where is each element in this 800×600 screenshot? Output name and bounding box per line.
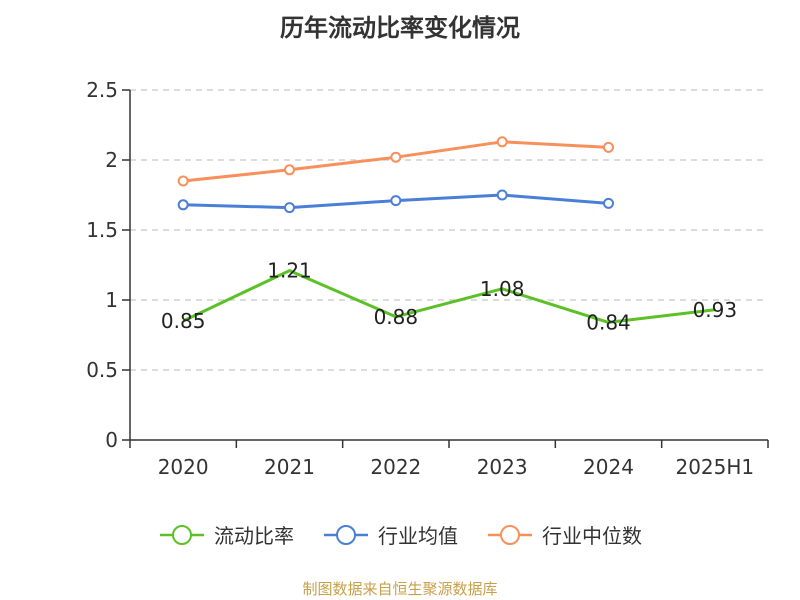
legend-circle: [172, 524, 192, 545]
data-label: 0.84: [586, 310, 631, 334]
y-tick-label: 0: [105, 428, 118, 452]
data-point: [603, 141, 614, 153]
data-point: [390, 195, 402, 207]
data-label: 0.85: [161, 309, 206, 333]
x-tick-label: 2022: [370, 455, 421, 479]
y-tick-label: 1.5: [86, 218, 118, 242]
data-point: [390, 151, 402, 163]
series-line: [182, 269, 716, 324]
data-point: [177, 199, 189, 211]
legend-item[interactable]: 流动比率: [158, 520, 294, 549]
source-note: 制图数据来自恒生聚源数据库: [302, 580, 498, 598]
x-tick-label: 2020: [158, 455, 209, 479]
x-tick-label: 2025H1: [675, 455, 754, 479]
legend-label: 行业均值: [378, 524, 458, 548]
legend-item[interactable]: 行业均值: [322, 520, 458, 549]
data-point: [177, 175, 189, 187]
legend-label: 行业中位数: [542, 524, 642, 548]
data-point: [284, 164, 295, 176]
legend-marker: [324, 524, 368, 545]
y-tick-label: 0.5: [86, 358, 118, 382]
series-group: [177, 136, 716, 324]
data-label: 0.93: [693, 298, 738, 322]
data-label: 1.21: [267, 259, 312, 283]
legend-marker: [160, 524, 204, 545]
x-tick-label: 2023: [477, 455, 528, 479]
legend-circle: [500, 524, 520, 545]
x-tick-label: 2024: [583, 455, 634, 479]
data-point: [496, 189, 508, 201]
y-tick-label: 1: [105, 288, 118, 312]
data-label: 0.88: [374, 305, 419, 329]
y-tick-label: 2: [105, 148, 118, 172]
data-point: [284, 202, 295, 214]
axes: 0 0.5 1 1.5 2 2.5 2020 2021 2022 2023 2024 2025H1: [86, 78, 769, 479]
x-tick-label: 2021: [264, 455, 315, 479]
data-point: [603, 197, 614, 209]
grid-lines: [130, 89, 768, 371]
data-labels: 0.85 1.21 0.88 1.08 0.84 0.93: [161, 259, 737, 335]
legend-item[interactable]: 行业中位数: [486, 520, 642, 549]
legend-circle: [336, 524, 356, 545]
chart-title: 历年流动比率变化情况: [280, 14, 520, 42]
legend-label: 流动比率: [214, 524, 294, 548]
data-label: 1.08: [480, 277, 525, 301]
legend: 流动比率 行业均值 行业中位数: [0, 520, 800, 549]
data-point: [496, 136, 508, 148]
y-tick-label: 2.5: [86, 78, 118, 102]
legend-marker: [488, 524, 532, 545]
